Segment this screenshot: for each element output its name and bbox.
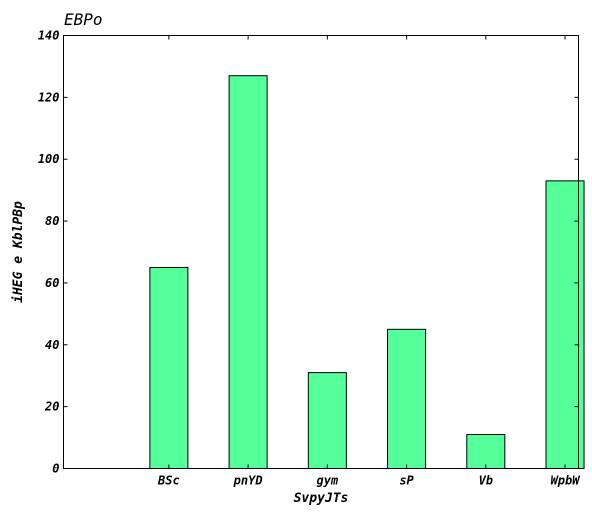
y-tick-label: 140 <box>38 29 60 43</box>
x-tick-label: WpbW <box>551 474 582 488</box>
bar-WpbW <box>545 180 585 469</box>
y-tick-label: 40 <box>45 338 59 352</box>
bars-group <box>149 75 585 470</box>
x-axis-label: SvpyJTs <box>294 491 349 506</box>
y-tick-label: 20 <box>44 400 59 414</box>
y-tick-label: 60 <box>45 276 59 290</box>
bar-pnYD <box>228 75 268 469</box>
y-axis: 0 20 40 60 80 100 120 140 <box>38 29 579 476</box>
bar-Vb <box>466 433 506 470</box>
y-tick-label: 100 <box>38 152 60 166</box>
y-axis-label: iHEG e KblPBp <box>11 201 26 303</box>
x-tick-label: sP <box>399 474 414 488</box>
y-tick-label: 80 <box>45 214 59 228</box>
bar-gym <box>307 372 347 469</box>
chart-title: EBPo <box>64 10 103 29</box>
bar-BSc <box>149 266 189 470</box>
x-axis: BSc pnYD gym sP Vb WpbW <box>157 35 582 488</box>
y-tick-label: 0 <box>52 462 59 476</box>
plot-frame <box>63 35 579 469</box>
x-tick-label: gym <box>316 474 338 488</box>
x-tick-label: BSc <box>157 474 180 488</box>
x-tick-label: pnYD <box>233 474 263 488</box>
x-tick-label: Vb <box>479 474 493 488</box>
bar-sP <box>387 328 427 470</box>
y-tick-label: 120 <box>38 90 60 104</box>
